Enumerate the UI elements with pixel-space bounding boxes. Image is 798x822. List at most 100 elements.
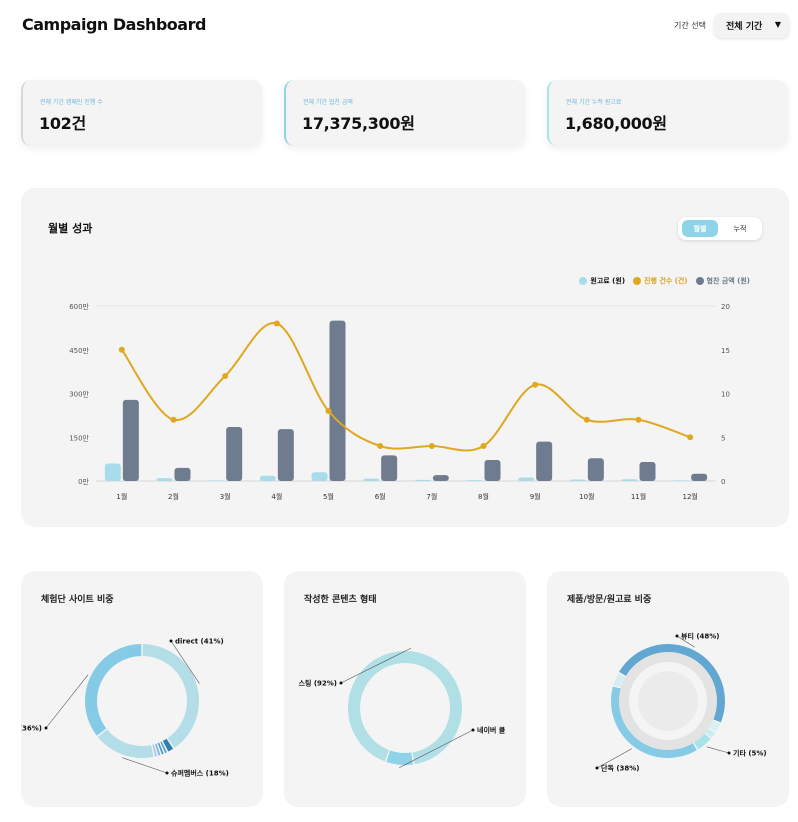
- donut-slice: [705, 728, 716, 738]
- stat-value: 1,680,000원: [565, 114, 667, 133]
- x-tick-label: 11월: [631, 492, 646, 501]
- label-dot: [339, 681, 343, 685]
- bar-sponsor: [226, 427, 243, 481]
- bar-fee: [104, 463, 121, 481]
- pie-card-site: 체험단 사이트 비중 direct (41%) 슈퍼멤버스 (18%) 비뷰 (36…: [21, 571, 263, 807]
- bar-sponsor: [432, 475, 449, 481]
- label-leader: [45, 674, 89, 729]
- donut-slice: [160, 741, 167, 754]
- x-tick-label: 2월: [168, 492, 179, 501]
- legend-item-sponsor: 협찬 금액 (원): [695, 276, 750, 286]
- donut-slice: [613, 673, 626, 688]
- x-tick-label: 8월: [478, 492, 489, 501]
- stat-label: 전체 기간 캠페인 진행 수: [40, 99, 103, 106]
- label-dot: [595, 766, 599, 770]
- y-left-tick-label: 600만: [69, 302, 89, 311]
- bar-fee: [466, 480, 483, 481]
- label-dot: [44, 726, 48, 730]
- bar-sponsor: [174, 467, 191, 481]
- y-right-tick-label: 20: [721, 303, 730, 311]
- y-right-tick-label: 15: [721, 347, 730, 355]
- pie-title: 제품/방문/원고료 비중: [567, 595, 652, 605]
- count-point: [170, 416, 177, 423]
- label-leader: [706, 746, 730, 754]
- count-point: [428, 443, 435, 449]
- bar-fee: [259, 475, 276, 481]
- legend-item-count: 진행 건수 (건): [633, 276, 688, 286]
- donut-slice: [152, 744, 157, 757]
- bar-fee: [311, 472, 328, 481]
- y-left-tick-label: 150만: [69, 433, 89, 442]
- count-point: [480, 443, 487, 449]
- bar-sponsor: [484, 460, 501, 481]
- product-donut-chart: 뷰티 (48%) 기타 (5%) 단독 (38%): [595, 632, 767, 773]
- x-tick-label: 10월: [579, 492, 594, 501]
- pie-title: 작성한 콘텐츠 형태: [304, 595, 377, 605]
- bar-sponsor: [381, 455, 398, 481]
- count-point: [118, 346, 125, 353]
- donut-slice: [155, 743, 161, 756]
- count-point: [325, 408, 332, 414]
- legend-label: 협찬 금액 (원): [706, 277, 750, 285]
- legend-label: 진행 건수 (건): [644, 277, 688, 285]
- legend-label: 원고료 (원): [590, 277, 626, 285]
- donut-slice: [142, 644, 199, 748]
- count-point: [532, 381, 539, 388]
- stat-card-campaigns: 전체 기간 캠페인 진행 수 102건: [21, 80, 262, 146]
- donut-slice: [85, 644, 142, 736]
- bar-sponsor: [587, 458, 604, 481]
- bar-sponsor: [639, 462, 656, 481]
- period-label: 기간 선택: [674, 21, 706, 30]
- period-select[interactable]: 전체 기간 ▼: [714, 13, 789, 38]
- count-line: [121, 322, 691, 452]
- label-dot: [471, 728, 475, 732]
- x-tick-label: 6월: [375, 492, 386, 501]
- bar-fee: [518, 477, 535, 481]
- label-dot: [675, 634, 679, 638]
- chevron-down-icon: ▼: [774, 20, 781, 29]
- x-tick-label: 9월: [530, 492, 541, 501]
- bar-sponsor: [329, 320, 346, 481]
- page-title: Campaign Dashboard: [22, 15, 206, 34]
- pie-title: 체험단 사이트 비중: [41, 595, 114, 605]
- slice-label: 기타 (5%): [733, 749, 767, 758]
- stat-card-sponsor: 전체 기간 협찬 금액 17,375,300원: [284, 80, 525, 146]
- stat-card-fee: 전체 기간 누적 원고료 1,680,000원: [547, 80, 788, 146]
- site-donut-chart: direct (41%) 슈퍼멤버스 (18%) 비뷰 (36%): [21, 638, 229, 778]
- y-left-tick-label: 0만: [78, 477, 89, 486]
- y-right-tick-label: 0: [721, 478, 725, 486]
- count-point: [222, 373, 229, 379]
- legend-item-fee: 원고료 (원): [579, 276, 625, 286]
- donut-slice: [386, 750, 413, 765]
- stat-value: 102건: [39, 114, 86, 133]
- toggle-monthly[interactable]: 월별: [682, 220, 718, 237]
- x-tick-label: 12월: [682, 492, 697, 501]
- legend-dot: [695, 277, 704, 285]
- bar-fee: [621, 479, 638, 481]
- y-left-tick-label: 450만: [69, 346, 89, 355]
- chart-legend: 원고료 (원) 진행 건수 (건) 협찬 금액 (원): [579, 276, 750, 286]
- toggle-cumulative[interactable]: 누적: [733, 224, 747, 233]
- stat-label: 전체 기간 협찬 금액: [303, 99, 353, 106]
- label-leader: [596, 748, 632, 769]
- donut-slice: [97, 729, 154, 758]
- label-leader: [399, 729, 474, 768]
- bar-fee: [208, 480, 225, 481]
- slice-label: 비뷰 (36%): [21, 724, 42, 733]
- donut-slice: [709, 720, 721, 732]
- chart-title: 월별 성과: [48, 222, 93, 235]
- monthly-chart-card: 월별 성과 월별 누적 원고료 (원) 진행 건수 (건) 협찬 금액 (원) …: [21, 188, 789, 527]
- content-donut-chart: 스팅 (92%) 네이버 클: [299, 648, 506, 768]
- slice-label: 뷰티 (48%): [681, 632, 719, 641]
- bar-sponsor: [691, 473, 708, 481]
- donut-slice: [347, 651, 462, 765]
- inner-ring: [619, 652, 717, 750]
- y-right-tick-label: 5: [721, 434, 725, 442]
- label-leader: [340, 648, 411, 684]
- inner-disc: [638, 671, 698, 731]
- x-tick-label: 3월: [220, 492, 231, 501]
- donut-slice: [693, 733, 711, 750]
- count-point: [635, 416, 642, 423]
- bar-fee: [156, 478, 173, 481]
- bar-sponsor: [277, 429, 294, 481]
